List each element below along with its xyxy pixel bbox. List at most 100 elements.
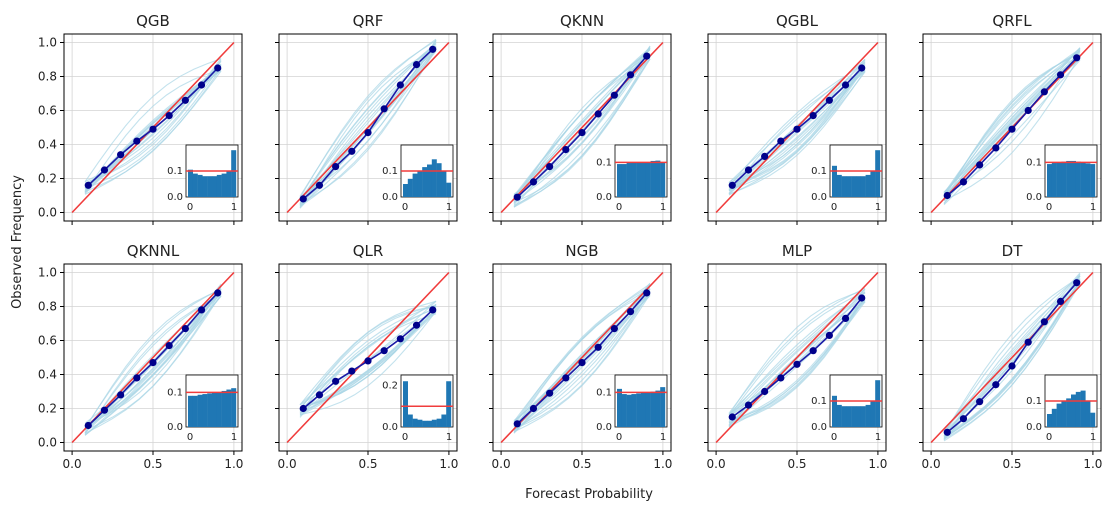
y-tick-label: 0.0 [38,206,57,220]
histogram-bar [221,390,227,427]
inset-x-tick-label: 0 [616,202,622,213]
histogram-bar [407,414,413,427]
histogram-bar [636,393,642,427]
ensemble-curve [84,61,222,185]
inset-x-tick-label: 1 [660,432,666,443]
inset-x-tick-label: 1 [875,432,881,443]
ensemble-curve [299,308,437,413]
calibration-point [364,129,372,137]
histogram-bar [216,174,222,197]
inset-x-tick-label: 1 [660,202,666,213]
ensemble-curve [943,276,1081,434]
calibration-point [546,389,554,397]
calibration-point [165,342,173,350]
calibration-point [84,421,92,430]
histogram-bar [226,389,232,427]
y-tick-label: 1.0 [38,266,57,280]
histogram-bar [1066,160,1072,197]
histogram-bar [1075,391,1081,427]
histogram-bar [1056,162,1062,197]
y-tick-label: 0.2 [38,172,57,186]
calibration-point [315,181,324,189]
histogram-bar [197,394,203,427]
inset-y-tick-label: 0.1 [596,387,612,398]
x-tick-label: 1.0 [653,457,672,471]
histogram-bar [841,176,847,197]
histogram-bar [875,150,881,197]
calibration-point [529,178,538,186]
histogram-bar [1051,163,1057,197]
histogram-bar [1075,161,1081,197]
histogram-bar [422,167,428,197]
histogram-bar [617,388,622,427]
calibration-point [1008,362,1016,370]
calibration-point [761,152,769,160]
histogram-bar [1085,163,1091,197]
panel-title: QGBL [776,12,819,30]
histogram-bar [441,171,447,197]
calibration-point [117,151,125,159]
inset-y-tick-label: 0.1 [596,157,612,168]
ensemble-curve [513,47,651,197]
histogram-bar [231,388,237,427]
x-tick-label: 0.0 [707,457,726,471]
calibration-point [858,294,866,302]
calibration-point [513,420,521,428]
ensemble-curve [943,49,1081,195]
ensemble-curve [84,293,222,434]
x-tick-label: 1.0 [868,457,887,471]
calibration-panel: QLR 0.0 0.5 1.0 0.0 0.2 0 1 [275,242,458,471]
ensemble-curve [513,288,651,428]
ensemble-curve [943,279,1081,438]
y-tick-label: 0.6 [38,334,57,348]
calibration-point [578,359,586,367]
calibration-point [626,308,635,316]
histogram-bar [212,176,217,197]
histogram-bar [422,420,428,427]
calibration-point [594,343,602,351]
calibration-point [809,347,817,355]
inset-y-tick-label: 0.0 [811,422,827,433]
calibration-point [299,195,307,203]
histogram-bar [202,394,208,427]
calibration-point [793,125,801,133]
inset-y-tick-label: 0.0 [596,192,612,203]
y-tick-label: 0.8 [38,70,57,84]
histogram-bar [207,176,213,197]
calibration-point [943,428,951,436]
inset-y-tick-label: 0.0 [1026,192,1042,203]
calibration-point [959,415,968,423]
calibration-panel: QKNNL 0.0 0.5 1.0 0.0 0.2 0.4 0.6 0.8 1.0 0.0 0.1 0 1 [38,242,244,471]
panel-title: NGB [565,242,598,260]
calibration-point [1056,71,1065,79]
perfect-calibration-line [930,271,1094,444]
calibration-point [197,81,206,89]
ensemble-curve [84,68,222,193]
calibration-point [643,289,651,297]
histogram-bar [231,150,237,197]
calibration-point [959,178,968,186]
inset-x-tick-label: 1 [875,202,881,213]
calibration-panel: NGB 0.0 0.5 1.0 0.0 0.1 0 1 [489,242,672,471]
calibration-point [643,52,651,60]
x-tick-label: 0.5 [143,457,162,471]
inset-y-tick-label: 0.1 [811,396,827,407]
calibration-point [1040,318,1048,326]
ensemble-curve [513,290,651,430]
histogram-bar [192,173,198,197]
histogram-bar [650,391,656,427]
calibration-point [348,147,356,155]
histogram-bar [202,176,208,197]
histogram-bar [832,395,837,427]
calibration-point [1040,88,1048,96]
histogram-bar [865,404,871,427]
x-tick-label: 0.5 [572,457,591,471]
histogram-bar [431,419,437,427]
histogram-bar [1090,164,1096,197]
panel-title: MLP [782,242,812,260]
histogram-bar [427,164,432,197]
figure-xlabel: Forecast Probability [525,487,653,502]
calibration-point [100,406,109,414]
ensemble-curve [943,272,1081,431]
